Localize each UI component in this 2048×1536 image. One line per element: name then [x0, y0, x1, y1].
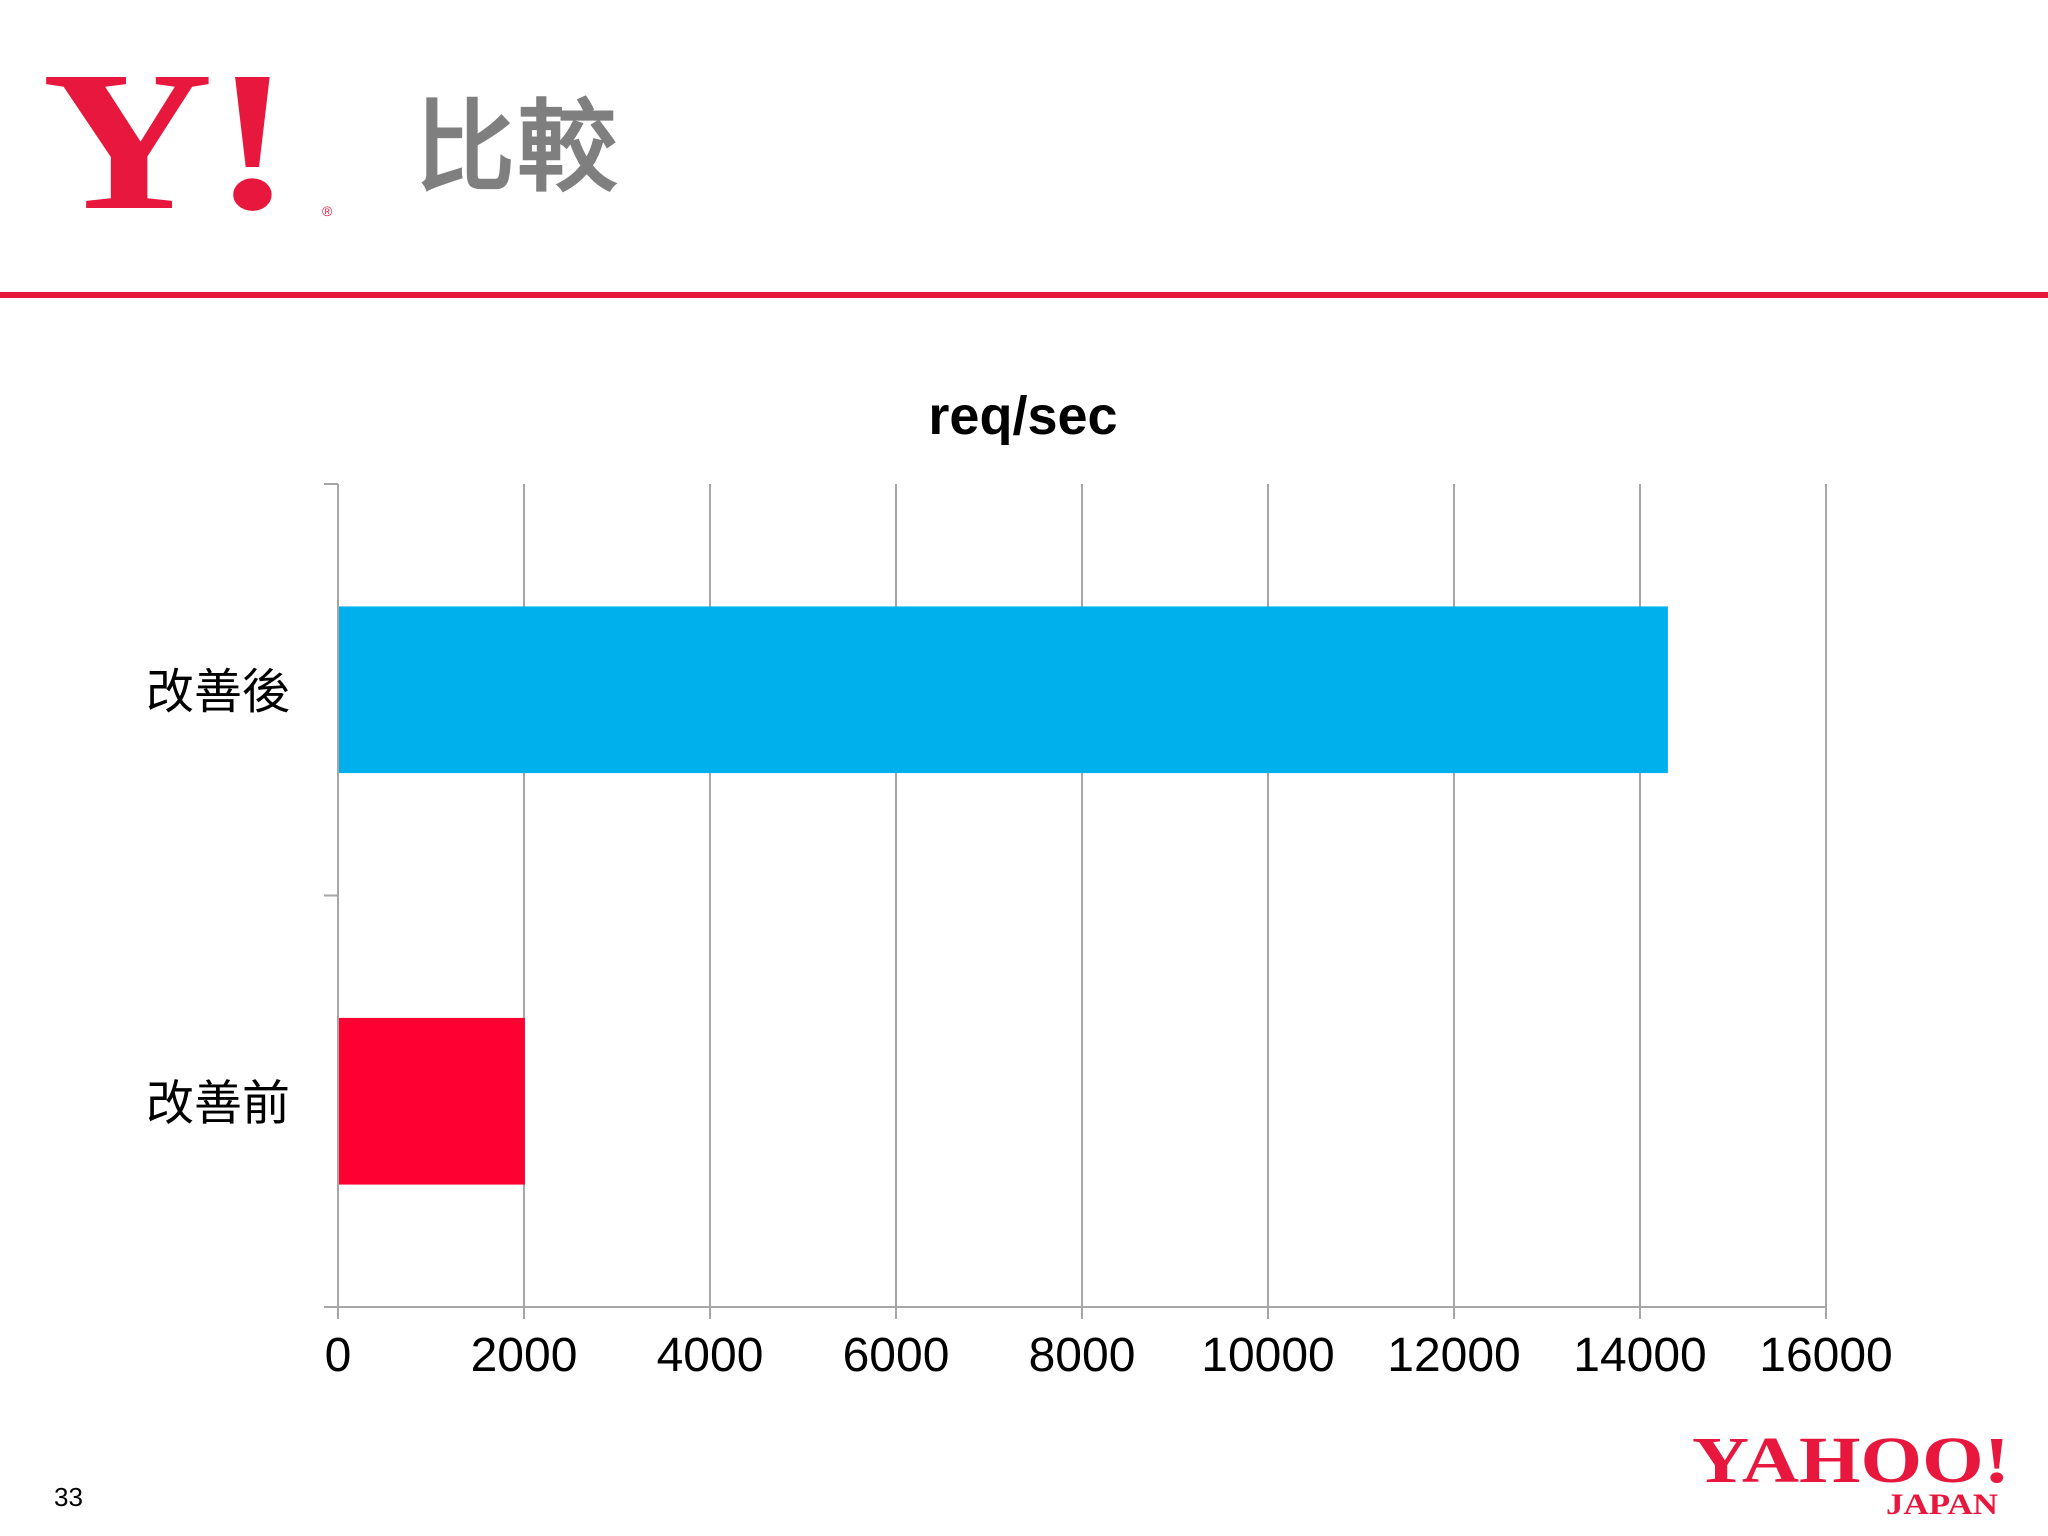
category-label: 改善後: [146, 664, 290, 720]
x-tick-label: 14000: [1573, 1329, 1706, 1382]
x-tick-label: 16000: [1759, 1329, 1892, 1382]
chart-title: req/sec: [928, 386, 1117, 446]
svg-text:YAHOO!: YAHOO!: [1692, 1424, 2010, 1497]
x-tick-label: 6000: [843, 1329, 950, 1382]
x-tick-label: 12000: [1387, 1329, 1520, 1382]
x-tick-label: 2000: [471, 1329, 578, 1382]
svg-text:JAPAN: JAPAN: [1886, 1488, 1998, 1520]
yahoo-japan-logo: YAHOO! JAPAN: [1692, 1424, 2010, 1520]
yahoo-y-logo: Y! ®: [42, 48, 333, 228]
header-divider: [0, 292, 2048, 298]
x-tick-label: 10000: [1201, 1329, 1334, 1382]
svg-text:®: ®: [322, 203, 333, 219]
x-tick-label: 0: [325, 1329, 352, 1382]
svg-text:Y!: Y!: [42, 48, 292, 228]
slide-title: 比較: [415, 89, 619, 206]
category-label: 改善前: [146, 1075, 290, 1131]
page-number: 33: [54, 1482, 83, 1512]
bar-after: [338, 606, 1668, 774]
x-tick-label: 8000: [1029, 1329, 1136, 1382]
x-tick-label: 4000: [657, 1329, 764, 1382]
bar-before: [338, 1017, 525, 1185]
